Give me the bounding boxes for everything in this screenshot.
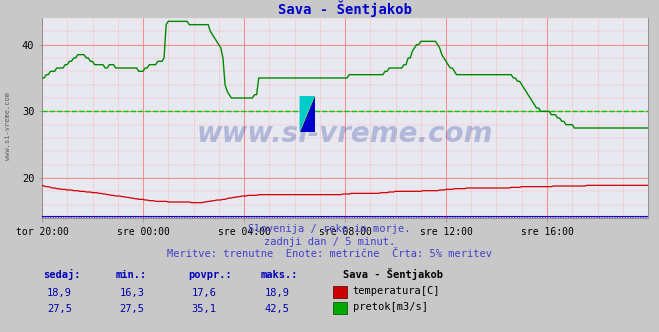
Text: pretok[m3/s]: pretok[m3/s] bbox=[353, 302, 428, 312]
Text: 27,5: 27,5 bbox=[47, 304, 72, 314]
Text: 16,3: 16,3 bbox=[119, 288, 144, 298]
Text: 17,6: 17,6 bbox=[192, 288, 217, 298]
Text: temperatura[C]: temperatura[C] bbox=[353, 286, 440, 296]
Text: www.si-vreme.com: www.si-vreme.com bbox=[5, 92, 11, 160]
Text: www.si-vreme.com: www.si-vreme.com bbox=[197, 120, 493, 148]
Text: Sava - Šentjakob: Sava - Šentjakob bbox=[343, 268, 443, 280]
Text: 18,9: 18,9 bbox=[264, 288, 289, 298]
Text: povpr.:: povpr.: bbox=[188, 270, 231, 280]
Text: Slovenija / reke in morje.: Slovenija / reke in morje. bbox=[248, 224, 411, 234]
Text: zadnji dan / 5 minut.: zadnji dan / 5 minut. bbox=[264, 237, 395, 247]
Text: 35,1: 35,1 bbox=[192, 304, 217, 314]
Text: 18,9: 18,9 bbox=[47, 288, 72, 298]
Polygon shape bbox=[300, 96, 315, 132]
Text: 27,5: 27,5 bbox=[119, 304, 144, 314]
Text: sedaj:: sedaj: bbox=[43, 269, 80, 280]
Text: 42,5: 42,5 bbox=[264, 304, 289, 314]
Text: Meritve: trenutne  Enote: metrične  Črta: 5% meritev: Meritve: trenutne Enote: metrične Črta: … bbox=[167, 249, 492, 259]
Text: min.:: min.: bbox=[115, 270, 146, 280]
Text: maks.:: maks.: bbox=[260, 270, 298, 280]
FancyBboxPatch shape bbox=[300, 96, 315, 132]
Polygon shape bbox=[300, 96, 315, 132]
Title: Sava - Šentjakob: Sava - Šentjakob bbox=[278, 0, 412, 17]
